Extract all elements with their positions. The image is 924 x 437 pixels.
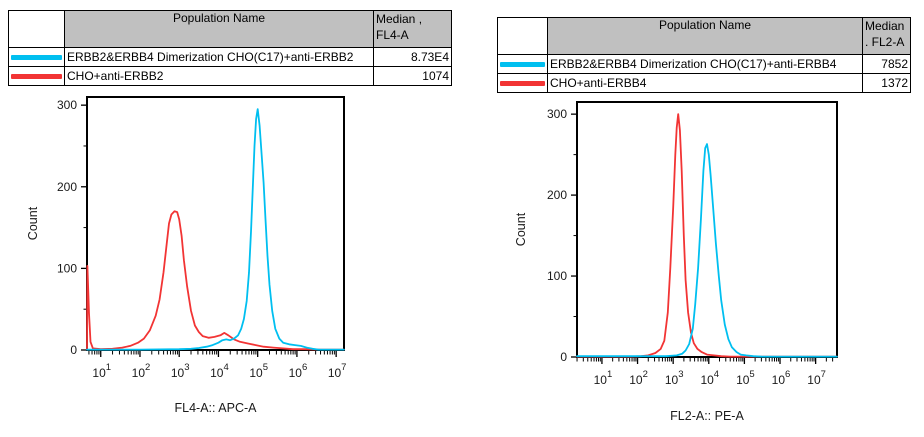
svg-text:100: 100 [57,261,77,275]
legend-corner-cell [8,10,65,48]
svg-text:200: 200 [547,188,567,202]
median-value: 8.73E4 [373,47,452,67]
population-name: CHO+anti-ERBB2 [64,66,374,86]
swatch-cell [8,47,65,67]
population-table-left: Population Name Median , FL4-A ERBB2&ERB… [8,10,452,86]
svg-text:106: 106 [289,362,308,380]
svg-text:103: 103 [665,369,684,387]
series-curve [86,210,345,351]
series-curve [576,143,838,358]
table-row: CHO+anti-ERBB4 1372 [497,73,911,93]
population-name: CHO+anti-ERBB4 [547,73,863,93]
svg-text:0: 0 [560,350,567,364]
svg-text:102: 102 [132,362,151,380]
median-value: 1074 [373,66,452,86]
svg-text:200: 200 [57,180,77,194]
median-value: 7852 [862,54,911,74]
svg-text:300: 300 [547,107,567,121]
series-color-swatch-cyan [500,61,545,67]
legend-corner-cell [497,17,548,55]
series-color-swatch-red [500,80,545,86]
median-header: Median . FL2-A [862,17,911,55]
median-header-line1: Median , [376,12,423,26]
median-header: Median , FL4-A [373,10,452,48]
svg-text:102: 102 [629,369,648,387]
population-name: ERBB2&ERBB4 Dimerization CHO(C17)+anti-E… [64,47,374,67]
svg-text:300: 300 [57,98,77,112]
svg-text:100: 100 [547,269,567,283]
x-axis-title: FL2-A:: PE-A [670,409,744,423]
table-row: CHO+anti-ERBB2 1074 [8,66,452,86]
table-header-row: Population Name Median . FL2-A [497,17,911,55]
svg-text:107: 107 [328,362,347,380]
median-header-line1: Median [865,19,905,33]
x-axis-title: FL4-A:: APC-A [175,401,258,415]
population-name-header: Population Name [547,17,863,55]
swatch-cell [8,66,65,86]
svg-text:106: 106 [772,369,791,387]
svg-text:105: 105 [249,362,268,380]
svg-text:104: 104 [210,362,229,380]
y-axis-title: Count [26,206,40,240]
svg-text:101: 101 [594,369,613,387]
swatch-cell [497,54,548,74]
table-row: ERBB2&ERBB4 Dimerization CHO(C17)+anti-E… [8,47,452,67]
table-header-row: Population Name Median , FL4-A [8,10,452,48]
svg-text:104: 104 [700,369,719,387]
svg-text:101: 101 [92,362,111,380]
svg-text:0: 0 [70,343,77,357]
series-color-swatch-cyan [11,54,62,60]
svg-text:105: 105 [736,369,755,387]
population-table-right: Population Name Median . FL2-A ERBB2&ERB… [497,17,911,93]
svg-text:107: 107 [807,369,826,387]
table-row: ERBB2&ERBB4 Dimerization CHO(C17)+anti-E… [497,54,911,74]
series-curve [86,108,345,351]
y-axis-title: Count [514,212,528,246]
median-header-line2: . FL2-A [865,35,905,49]
swatch-cell [497,73,548,93]
series-color-swatch-red [11,73,62,79]
series-curve [576,113,838,358]
median-header-line2: FL4-A [376,28,409,42]
median-value: 1372 [862,73,911,93]
population-name: ERBB2&ERBB4 Dimerization CHO(C17)+anti-E… [547,54,863,74]
population-name-header: Population Name [64,10,374,48]
svg-text:103: 103 [171,362,190,380]
